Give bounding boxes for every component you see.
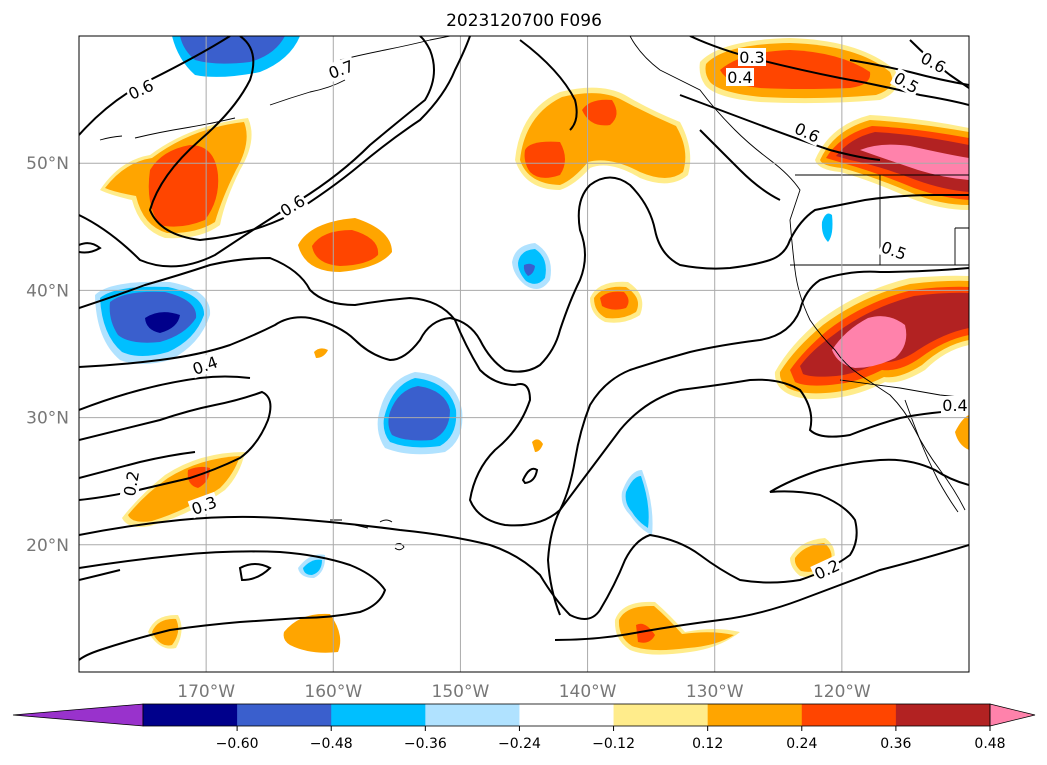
- colorbar-tick-label: −0.24: [498, 736, 541, 752]
- lon-tick-label: 130°W: [686, 682, 744, 702]
- border: [954, 227, 969, 265]
- colorbar-swatch: [519, 704, 615, 726]
- colorbar-tick-label: 0.24: [786, 736, 817, 752]
- contour-label: 0.4: [942, 396, 967, 415]
- contour-line: [238, 563, 272, 582]
- contour-label: 0.4: [727, 68, 752, 87]
- fill-negative: [625, 476, 649, 528]
- contour-line: [699, 129, 781, 201]
- contour-line: [79, 36, 435, 268]
- colorbar-swatch: [801, 704, 897, 726]
- contour-line: [79, 550, 387, 661]
- coastlines: [99, 36, 969, 551]
- coastline: [269, 79, 346, 106]
- fill-negative: [388, 386, 450, 441]
- contour-label: 0.3: [739, 48, 764, 67]
- fill-positive: [636, 623, 655, 643]
- latitude-labels: 50°N 40°N 30°N 20°N: [26, 154, 69, 556]
- fill-positive: [832, 316, 907, 368]
- lon-tick-label: 150°W: [432, 682, 490, 702]
- colorbar-tick-label: −0.48: [310, 736, 353, 752]
- lon-tick-label: 120°W: [813, 682, 871, 702]
- contour-line: [79, 451, 196, 479]
- fill-positive: [582, 99, 617, 126]
- contour-line: [79, 390, 272, 501]
- colorbar-swatch: [425, 704, 520, 726]
- colorbar-tick-label: −0.60: [216, 736, 259, 752]
- colorbar-swatch: [613, 704, 709, 726]
- island: [379, 519, 405, 551]
- contour-line: [79, 256, 969, 527]
- contour-line: [909, 39, 969, 89]
- coastline: [904, 399, 959, 513]
- coastline: [629, 36, 966, 511]
- colorbar-tick-label: 0.12: [692, 736, 723, 752]
- contour-labels: 0.6 0.7 0.6 0.3 0.4 0.5 0.6 0.6 0.5 0.4 …: [119, 47, 969, 584]
- fill-positive: [524, 141, 565, 178]
- map-panel: 0.6 0.7 0.6 0.3 0.4 0.5 0.6 0.6 0.5 0.4 …: [79, 36, 969, 672]
- colorbar-extend-high: [989, 703, 1036, 727]
- colorbar-tick-label: 0.48: [974, 736, 1005, 752]
- contour-line: [148, 36, 471, 242]
- fill-negative: [303, 559, 322, 575]
- longitude-labels: 170°W 160°W 150°W 140°W 130°W 120°W: [177, 682, 871, 702]
- coastline: [339, 36, 451, 61]
- lon-tick-label: 160°W: [304, 682, 362, 702]
- colorbar-swatch: [237, 704, 332, 726]
- contour-line: [79, 569, 121, 581]
- lon-tick-label: 140°W: [559, 682, 617, 702]
- colorbar-tick-label: −0.12: [592, 736, 635, 752]
- fill-positive: [148, 145, 219, 227]
- lat-tick-label: 50°N: [26, 154, 69, 174]
- fill-negative: [821, 213, 833, 242]
- lon-tick-label: 170°W: [177, 682, 235, 702]
- contour-line: [679, 94, 881, 161]
- fill-positive: [860, 144, 969, 180]
- fill-negative: [145, 312, 180, 333]
- fill-positive: [283, 613, 341, 653]
- contour-line: [521, 467, 539, 485]
- colorbar-swatch: [707, 704, 803, 726]
- contour-line: [554, 544, 969, 641]
- fill-positive: [600, 291, 629, 310]
- colorbar-frame: [142, 703, 991, 727]
- lat-tick-label: 20°N: [26, 536, 69, 556]
- colorbar-swatch: [143, 704, 238, 726]
- fill-positive: [532, 439, 543, 452]
- contour-line: [519, 39, 578, 131]
- gridlines: [79, 36, 969, 672]
- colorbar-swatch: [331, 704, 426, 726]
- lat-tick-label: 40°N: [26, 281, 69, 301]
- lat-tick-label: 30°N: [26, 409, 69, 429]
- map-title: 2023120700 F096: [446, 11, 602, 31]
- colorbar-swatch: [895, 704, 991, 726]
- colorbar: −0.60 −0.48 −0.36 −0.24 −0.12 0.12 0.24 0.36 0.4…: [12, 703, 1036, 752]
- colorbar-tick-label: 0.36: [880, 736, 911, 752]
- contour-line: [79, 176, 969, 373]
- contour-line: [849, 59, 969, 86]
- fill-negative: [523, 263, 535, 276]
- contour-lines: [79, 36, 969, 661]
- colorbar-tick-label: −0.36: [404, 736, 447, 752]
- contour-line: [79, 375, 251, 411]
- contour-line: [546, 378, 969, 616]
- map-frame: [78, 35, 970, 673]
- fill-positive: [312, 230, 379, 266]
- contour-line: [79, 458, 969, 620]
- contour-line: [79, 242, 102, 254]
- coastline: [99, 135, 123, 141]
- fill-positive: [955, 415, 969, 450]
- contour-label: 0.2: [120, 469, 143, 497]
- colorbar-extend-low: [12, 703, 144, 727]
- fill-positive: [128, 456, 240, 522]
- fill-positive: [314, 348, 328, 358]
